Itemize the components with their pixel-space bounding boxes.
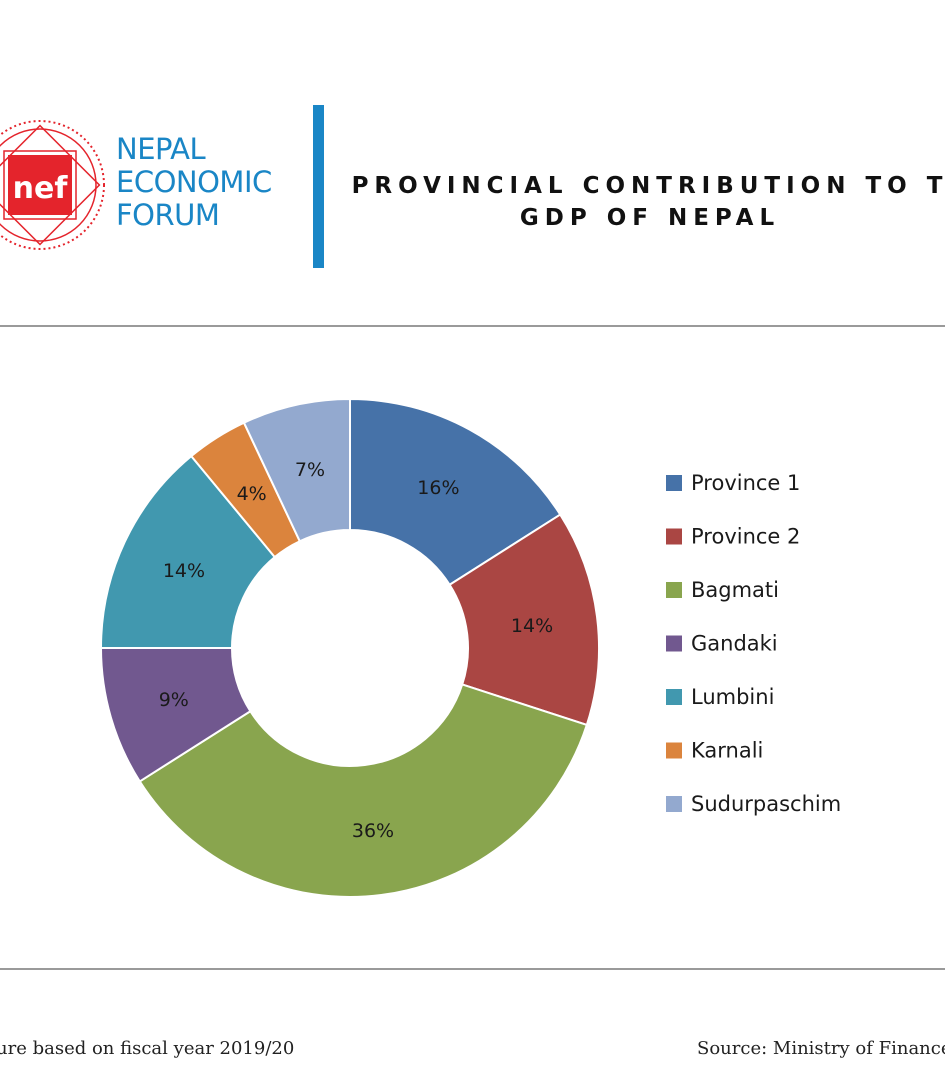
page-title: PROVINCIAL CONTRIBUTION TO T GDP OF NEPA… bbox=[300, 170, 945, 234]
legend-swatch-karnali bbox=[666, 742, 682, 759]
slice-province-1 bbox=[349, 397, 562, 587]
slice-label-gandaki: 9% bbox=[159, 689, 189, 711]
legend-label-bagmati: Bagmati bbox=[691, 578, 779, 602]
donut-chart: 16% 14% 36% 9% 14% 4% 7% Province 1 Province 2 Ba… bbox=[99, 397, 841, 898]
bottom-divider bbox=[0, 968, 945, 970]
org-name-line-2: ECONOMIC bbox=[116, 165, 272, 199]
slice-bagmati bbox=[138, 683, 589, 898]
slice-lumbini bbox=[99, 454, 277, 649]
legend-label-lumbini: Lumbini bbox=[691, 685, 774, 709]
org-name: NEPAL ECONOMIC FORUM bbox=[116, 133, 272, 232]
slice-label-sudurpaschim: 7% bbox=[295, 459, 325, 481]
legend-swatch-province-2 bbox=[666, 528, 682, 545]
legend-swatch-gandaki bbox=[666, 635, 682, 652]
legend-swatch-bagmati bbox=[666, 582, 682, 598]
slice-label-bagmati: 36% bbox=[352, 820, 394, 842]
legend-label-karnali: Karnali bbox=[691, 739, 763, 763]
legend-swatch-province-1 bbox=[666, 475, 682, 491]
header-divider bbox=[313, 105, 324, 268]
legend-label-sudurpaschim: Sudurpaschim bbox=[691, 792, 841, 816]
org-name-line-1: NEPAL bbox=[116, 132, 206, 166]
legend-label-province-2: Province 2 bbox=[691, 525, 800, 549]
slice-sudurpaschim bbox=[242, 397, 351, 543]
title-line-1: PROVINCIAL CONTRIBUTION TO T bbox=[351, 173, 945, 199]
slice-label-karnali: 4% bbox=[237, 483, 267, 505]
slice-label-lumbini: 14% bbox=[163, 560, 205, 582]
legend-swatch-sudurpaschim bbox=[666, 796, 682, 812]
top-divider bbox=[0, 325, 945, 327]
title-line-2: GDP OF NEPAL bbox=[519, 205, 781, 231]
legend-swatch-lumbini bbox=[666, 689, 682, 705]
legend-label-province-1: Province 1 bbox=[691, 471, 800, 495]
slice-label-province-2: 14% bbox=[511, 615, 553, 637]
source-note: Source: Ministry of Finance bbox=[697, 1038, 945, 1059]
fiscal-year-note: ure based on fiscal year 2019/20 bbox=[0, 1038, 295, 1059]
slice-province-2 bbox=[448, 513, 600, 727]
org-name-line-3: FORUM bbox=[116, 198, 220, 232]
nef-logo: nef bbox=[0, 120, 105, 250]
legend-label-gandaki: Gandaki bbox=[691, 632, 778, 656]
slice-label-province-1: 16% bbox=[417, 477, 459, 499]
logo-text: nef bbox=[13, 171, 69, 206]
